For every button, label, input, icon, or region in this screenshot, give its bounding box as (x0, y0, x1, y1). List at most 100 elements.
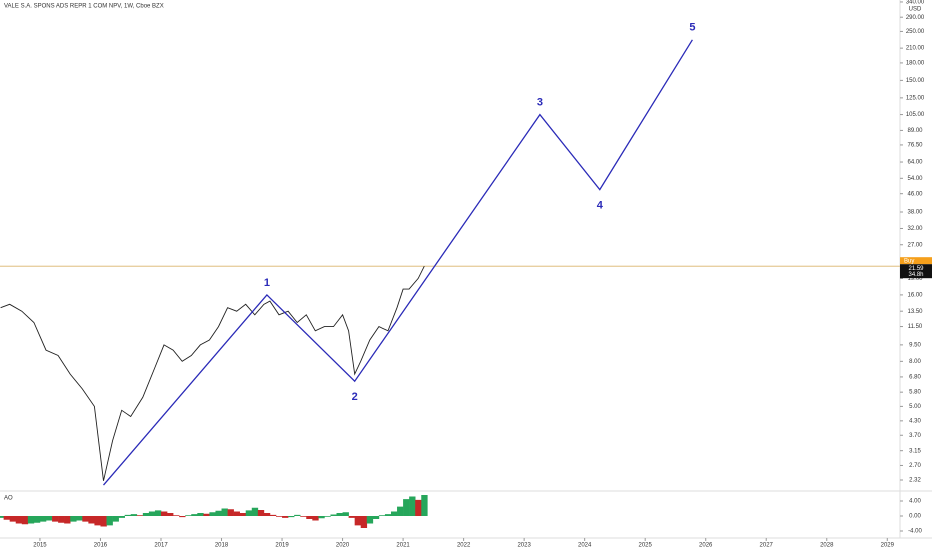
wave-label: 5 (689, 22, 695, 34)
y-tick-label: 38.00 (907, 210, 923, 216)
ao-bar (300, 516, 307, 517)
ao-bar (179, 516, 186, 518)
ao-bar (45, 516, 53, 521)
ao-bar (100, 516, 107, 527)
ao-bar (227, 509, 234, 516)
y-tick-label: 32.00 (907, 226, 923, 232)
ao-bar (403, 499, 410, 516)
ao-bar (336, 513, 343, 516)
x-tick-label: 2027 (760, 543, 774, 549)
ao-bar (263, 513, 271, 516)
y-tick-label: 3.15 (909, 448, 921, 454)
y-tick-label: 3.70 (909, 433, 921, 439)
y-tick-label: 64.00 (907, 160, 923, 166)
y-tick-label: 9.50 (909, 342, 921, 348)
ao-bar (215, 510, 222, 516)
y-tick-label: 46.00 (907, 191, 923, 197)
ao-bar (378, 515, 386, 516)
ao-bar (275, 516, 283, 517)
ao-bar (342, 512, 349, 516)
ao-bar (142, 513, 150, 516)
x-tick-label: 2028 (820, 543, 834, 549)
y-tick-label: 11.50 (908, 324, 923, 330)
ao-bar (76, 516, 83, 521)
ao-bar (191, 514, 198, 516)
ao-bar (160, 511, 168, 516)
ao-bar (148, 511, 156, 516)
y-tick-label: 6.80 (909, 374, 921, 380)
x-tick-label: 2026 (699, 543, 713, 549)
ao-bar (112, 516, 119, 522)
y-tick-label: 76.50 (907, 143, 923, 149)
x-tick-label: 2015 (33, 543, 47, 549)
ao-bar (269, 514, 277, 516)
ao-bar (154, 510, 162, 516)
x-tick-label: 2020 (336, 543, 350, 549)
ao-bar (372, 516, 380, 519)
ao-bar (233, 511, 240, 516)
ao-tick-label: 4.00 (909, 499, 921, 505)
x-tick-label: 2024 (578, 543, 592, 549)
ao-bar (58, 516, 65, 523)
ao-bar (94, 516, 101, 526)
ao-tick-label: 0.00 (909, 514, 921, 520)
ao-bar (130, 514, 138, 516)
ao-bar (397, 506, 404, 516)
x-tick-label: 2019 (275, 543, 289, 549)
chart-title: VALE S.A. SPONS ADS REPR 1 COM NPV, 1W, … (4, 4, 164, 10)
ao-bar (88, 516, 95, 524)
x-tick-label: 2017 (154, 543, 168, 549)
wave-line (103, 39, 693, 486)
ao-bar (173, 515, 180, 516)
y-tick-label: 125.00 (906, 95, 925, 101)
y-tick-label: 16.00 (907, 292, 923, 298)
x-tick-label: 2023 (517, 543, 531, 549)
ao-bar (27, 516, 35, 524)
ao-bar (39, 516, 47, 522)
ao-bar (52, 516, 59, 522)
ao-bar (21, 516, 29, 525)
ao-bar (324, 516, 331, 517)
y-tick-label: 150.00 (906, 78, 925, 84)
buy-tag (900, 257, 932, 265)
y-tick-label: 4.30 (909, 418, 921, 424)
ao-bar (185, 515, 192, 516)
y-tick-label: 180.00 (906, 60, 925, 66)
ao-bar (70, 516, 77, 522)
ao-bar (197, 513, 204, 516)
y-tick-label: 340.00 (906, 0, 925, 6)
ao-bar (3, 516, 10, 520)
y-tick-label: 5.80 (909, 390, 921, 396)
ao-bar (239, 513, 247, 516)
ao-bar (0, 516, 4, 518)
ao-bar (167, 513, 174, 516)
ao-bar (354, 516, 362, 526)
ao-bar (294, 514, 301, 516)
x-tick-label: 2029 (881, 543, 895, 549)
y-tick-label: 105.00 (906, 112, 925, 118)
ao-bar (360, 516, 368, 528)
y-tick-label: 250.00 (906, 29, 925, 35)
ao-bar (15, 516, 23, 524)
x-tick-label: 2022 (457, 543, 471, 549)
wave-label: 2 (352, 391, 358, 403)
price-line-series (0, 265, 425, 481)
ao-bar (64, 516, 71, 524)
ao-bar (288, 516, 295, 518)
x-tick-label: 2016 (94, 543, 108, 549)
ao-bar (366, 516, 374, 524)
ao-bar (118, 516, 125, 518)
ao-bar (257, 510, 265, 516)
y-tick-label: 89.00 (907, 128, 923, 134)
ao-bar (330, 514, 337, 516)
ao-bar (390, 511, 398, 516)
ao-bar (203, 513, 210, 516)
ao-bar (318, 516, 325, 519)
y-tick-label: 54.00 (907, 176, 923, 182)
ao-bar (409, 496, 416, 516)
countdown: 34.8h (908, 272, 923, 278)
x-tick-label: 2021 (396, 543, 410, 549)
ao-tick-label: -4.00 (908, 529, 922, 535)
